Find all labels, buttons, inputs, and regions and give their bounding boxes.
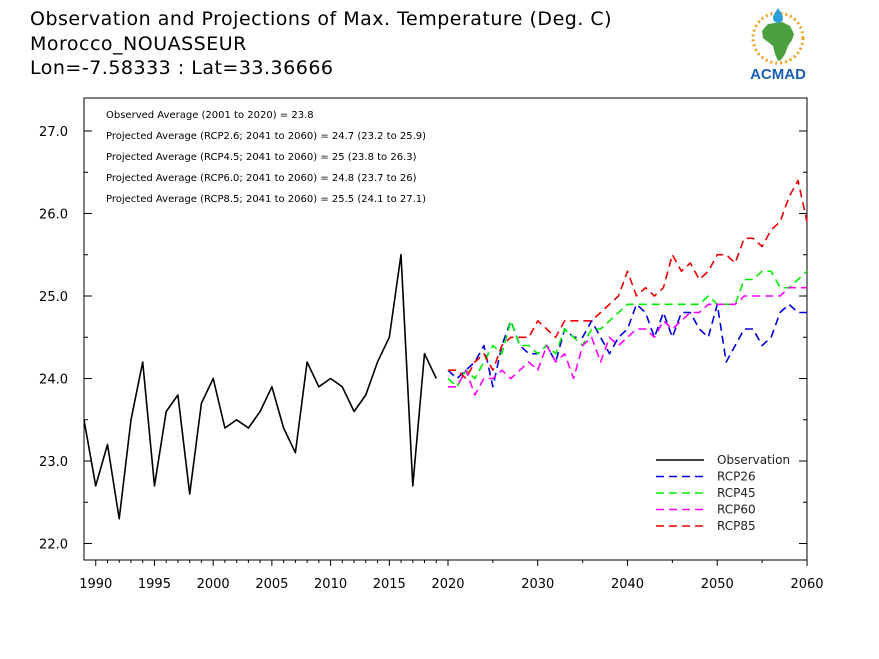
station-coordinates: Lon=-7.58333 : Lat=33.36666 xyxy=(30,57,334,79)
y-tick-label: 25.0 xyxy=(39,290,68,305)
x-tick-label: 2015 xyxy=(373,577,406,592)
acmad-logo: ACMAD xyxy=(750,8,806,82)
annotation-rcp85: Projected Average (RCP8.5; 2041 to 2060)… xyxy=(106,194,426,205)
plot-border xyxy=(83,97,808,561)
y-tick-label: 22.0 xyxy=(39,538,68,553)
x-tick-label: 2010 xyxy=(314,577,347,592)
series-line-observation xyxy=(83,253,438,520)
y-tick-label: 27.0 xyxy=(39,125,68,140)
series-line-rcp60 xyxy=(448,286,807,396)
annotations: Observed Average (2001 to 2020) = 23.8 P… xyxy=(106,110,426,205)
water-drop-icon xyxy=(773,8,783,23)
series-line-rcp85 xyxy=(448,179,808,380)
y-tick-label: 24.0 xyxy=(39,373,68,388)
annotation-rcp45: Projected Average (RCP4.5; 2041 to 2060)… xyxy=(106,152,417,163)
logo-ring xyxy=(751,11,805,65)
x-tick-label: 2040 xyxy=(611,577,644,592)
logo-text: ACMAD xyxy=(750,66,806,82)
y-tick-label: 26.0 xyxy=(39,208,68,223)
series xyxy=(83,179,808,520)
legend: Observation RCP26 RCP45 RCP60 RCP85 xyxy=(656,453,790,533)
x-tick-label: 2005 xyxy=(255,577,288,592)
x-tick-label: 1995 xyxy=(138,577,171,592)
legend-label-rcp26: RCP26 xyxy=(717,470,756,484)
annotation-rcp26: Projected Average (RCP2.6; 2041 to 2060)… xyxy=(106,131,426,142)
station-name: Morocco_NOUASSEUR xyxy=(30,33,247,55)
x-tick-label: 2050 xyxy=(701,577,734,592)
annotation-observed: Observed Average (2001 to 2020) = 23.8 xyxy=(106,110,314,121)
annotation-rcp60: Projected Average (RCP6.0; 2041 to 2060)… xyxy=(106,173,417,184)
x-tick-label: 2000 xyxy=(197,577,230,592)
x-tick-label: 1990 xyxy=(79,577,112,592)
chart-title: Observation and Projections of Max. Temp… xyxy=(30,8,613,30)
legend-label-observation: Observation xyxy=(717,453,790,467)
x-tick-label: 2060 xyxy=(790,577,823,592)
africa-map-icon xyxy=(762,22,794,61)
legend-label-rcp45: RCP45 xyxy=(717,486,756,500)
series-line-rcp45 xyxy=(447,270,808,388)
axes: 22.0 23.0 24.0 25.0 26.0 27.0 1990 1995 2000 2005… xyxy=(39,125,824,592)
plot-frame xyxy=(83,97,808,561)
legend-label-rcp60: RCP60 xyxy=(717,503,756,517)
legend-label-rcp85: RCP85 xyxy=(717,519,756,533)
y-tick-label: 23.0 xyxy=(39,455,68,470)
x-tick-label: 2020 xyxy=(431,577,464,592)
x-tick-label: 2030 xyxy=(521,577,554,592)
